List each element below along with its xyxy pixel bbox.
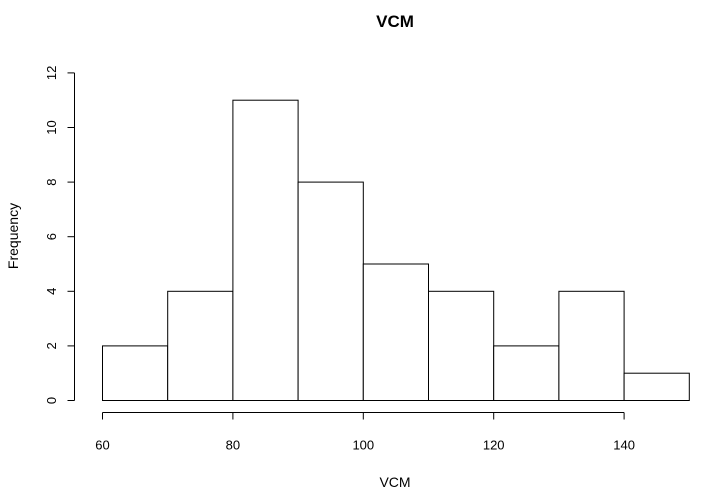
histogram-bar — [232, 99, 299, 401]
bars-group — [102, 99, 690, 402]
chart-title: VCM — [376, 12, 414, 31]
y-tick-label: 12 — [44, 66, 59, 80]
histogram-bar — [102, 345, 169, 401]
y-tick-label: 8 — [44, 178, 59, 185]
y-tick-label: 2 — [44, 342, 59, 349]
histogram-bar — [558, 290, 625, 401]
histogram-bar — [167, 290, 234, 401]
histogram-bar — [428, 290, 495, 401]
histogram-bar — [623, 372, 690, 402]
x-tick-label: 100 — [352, 438, 374, 453]
x-tick-label: 80 — [226, 438, 240, 453]
histogram-bar — [362, 263, 429, 401]
y-axis-label: Frequency — [5, 203, 21, 269]
y-tick-label: 6 — [44, 233, 59, 240]
y-axis: 0 2 4 6 8 10 12 — [44, 66, 75, 404]
y-tick-label: 4 — [44, 288, 59, 295]
y-tick-label: 10 — [44, 120, 59, 134]
x-axis-label: VCM — [379, 474, 410, 490]
histogram-bar — [493, 345, 560, 401]
x-tick-label: 140 — [613, 438, 635, 453]
y-tick-label: 0 — [44, 397, 59, 404]
x-tick-label: 60 — [95, 438, 109, 453]
histogram-bar — [297, 181, 364, 401]
x-axis: 60 80 100 120 140 — [95, 412, 635, 453]
x-tick-label: 120 — [483, 438, 505, 453]
